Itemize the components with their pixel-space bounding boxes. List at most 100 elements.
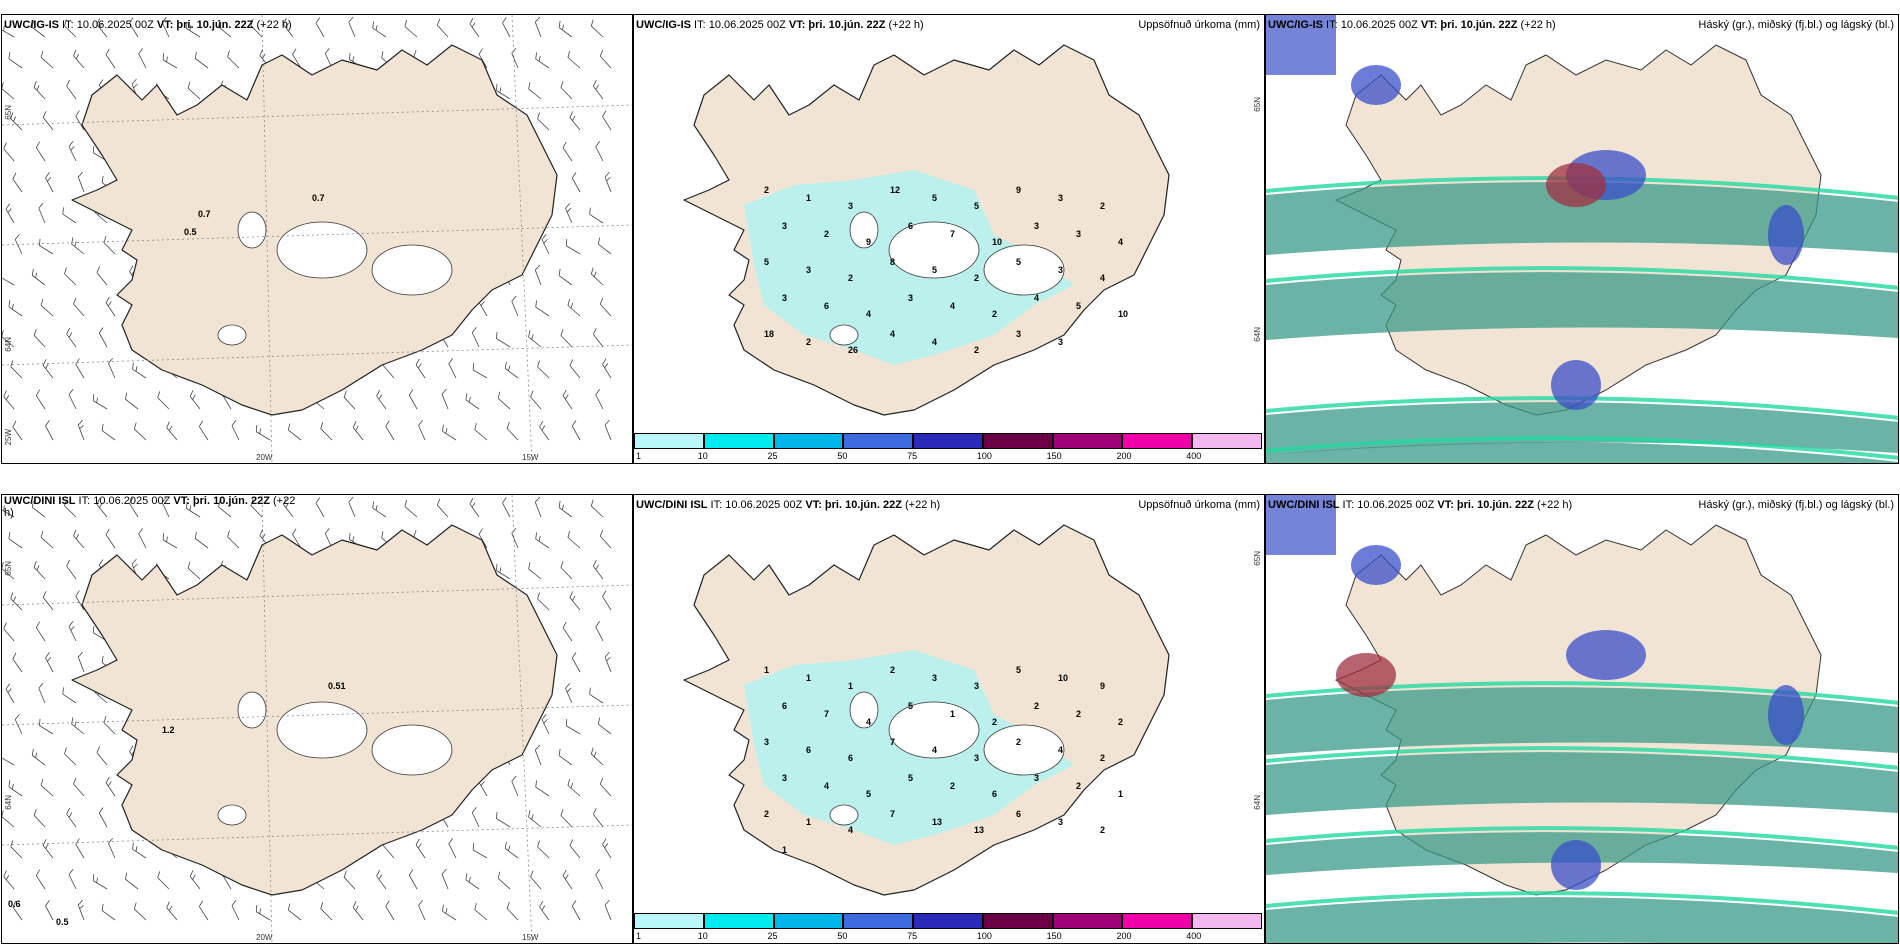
wind-barb <box>38 202 46 224</box>
wind-barb <box>64 499 77 518</box>
value-label: 1.2 <box>162 725 175 735</box>
wind-barb <box>441 388 449 410</box>
wind-barb <box>77 419 85 441</box>
wind-barb <box>187 561 201 580</box>
wind-barb <box>108 837 116 859</box>
precip-value-label: 4 <box>1100 273 1106 283</box>
wind-barb <box>352 901 364 921</box>
wind-barb <box>469 17 480 38</box>
precip-value-label: 7 <box>824 709 830 719</box>
wind-barb <box>474 903 488 921</box>
wind-barb <box>404 499 418 518</box>
wind-barb <box>599 529 612 549</box>
precip-value-label: 6 <box>848 753 854 763</box>
precip-value-label: 5 <box>932 265 938 275</box>
colorbar-swatch <box>913 913 983 929</box>
wind-barb <box>14 233 23 255</box>
wind-barb <box>73 297 85 317</box>
wind-barb <box>602 590 612 611</box>
precip-value-label: 5 <box>908 701 914 711</box>
map-panel-clouds-dini: UWC/DINI ISL IT: 10.06.2025 00Z VT: þri.… <box>1265 494 1899 944</box>
low-cloud-patch <box>1768 685 1804 745</box>
low-cloud-patch <box>1768 205 1804 265</box>
wind-barb <box>604 419 612 441</box>
colorbar-swatch <box>634 433 704 449</box>
precip-colorbar: 1 10 25 50 75 100 150 200 400 <box>634 913 1264 943</box>
wind-barb <box>441 868 449 890</box>
wind-barb <box>8 300 23 317</box>
precip-value-label: 2 <box>1016 737 1022 747</box>
wind-barb <box>5 683 15 704</box>
wind-barb <box>12 420 23 441</box>
precip-value-label: 2 <box>1034 701 1040 711</box>
wind-barb <box>541 234 550 255</box>
wind-barb <box>227 50 240 69</box>
colorbar-tick-label: 25 <box>767 451 778 461</box>
wind-barb <box>599 777 612 797</box>
precip-value-label: 4 <box>1034 293 1040 303</box>
precip-value-label: 1 <box>1118 789 1124 799</box>
precip-value-label: 3 <box>908 293 914 303</box>
precip-value-label: 2 <box>1118 717 1124 727</box>
colorbar-swatch <box>773 913 844 929</box>
wind-barb <box>593 80 604 100</box>
precip-value-label: 5 <box>764 257 770 267</box>
wind-barb <box>448 838 457 859</box>
precip-value-label: 5 <box>908 773 914 783</box>
cloud-layer-field <box>1266 15 1898 463</box>
wind-barb <box>376 869 387 890</box>
wind-barb <box>567 530 581 549</box>
wind-barb <box>595 621 604 642</box>
precip-value-label: 1 <box>782 845 788 855</box>
wind-barb <box>571 172 581 193</box>
wind-barb <box>2 82 15 100</box>
wind-barb <box>315 497 325 518</box>
lon-label-15w: 15W <box>522 933 539 942</box>
low-cloud-patch <box>1551 840 1601 890</box>
colorbar-tick-label: 10 <box>697 451 708 461</box>
precip-value-label: 2 <box>974 345 980 355</box>
wind-barb <box>565 202 573 224</box>
precip-value-label: 4 <box>1118 237 1124 247</box>
value-label: 0.7 <box>198 209 211 219</box>
high-cloud-band <box>1266 752 1898 815</box>
wind-barb <box>537 840 550 859</box>
wind-barb <box>571 900 581 921</box>
wind-barb <box>436 18 449 38</box>
wind-barb <box>129 497 139 518</box>
precip-value-label: 4 <box>824 781 830 791</box>
wind-barb <box>511 295 519 317</box>
wind-barb <box>124 392 139 410</box>
wind-barb <box>567 778 581 797</box>
wind-barb <box>537 592 550 611</box>
wind-barb <box>474 423 488 441</box>
precip-value-label: 2 <box>974 273 980 283</box>
colorbar-tick-label: 100 <box>976 931 992 941</box>
map-panel-precip-igis: UWC/IG-IS IT: 10.06.2025 00Z VT: þri. 10… <box>633 14 1265 464</box>
precip-value-label: 7 <box>890 809 896 819</box>
wind-barb <box>442 904 457 921</box>
glacier <box>276 701 368 759</box>
wind-barb <box>2 505 15 518</box>
wind-barb <box>472 843 488 859</box>
wind-barb <box>132 362 147 379</box>
precip-value-label: 3 <box>1034 773 1040 783</box>
wind-barb <box>558 748 573 766</box>
wind-barb <box>255 905 271 921</box>
wind-barb <box>138 528 147 549</box>
precip-value-label: 5 <box>932 193 938 203</box>
wind-barb <box>565 682 573 704</box>
iceland-landmass <box>2 495 632 943</box>
wind-barb <box>535 52 550 69</box>
wind-barb <box>33 808 46 828</box>
wind-barb <box>415 358 426 379</box>
precip-value-label: 10 <box>1118 309 1129 319</box>
wind-barb <box>315 17 325 38</box>
colorbar-tick-label: 150 <box>1046 931 1062 941</box>
wind-barb <box>75 590 85 611</box>
wind-barb <box>98 807 108 828</box>
glacier <box>276 221 368 279</box>
wind-barb <box>504 361 519 379</box>
wind-barb <box>448 358 457 379</box>
precip-value-label: 3 <box>974 753 980 763</box>
